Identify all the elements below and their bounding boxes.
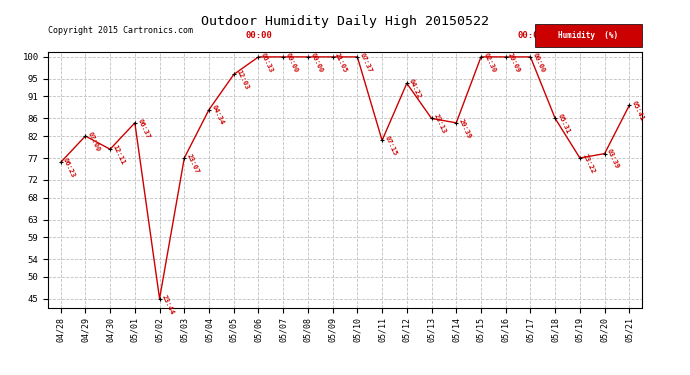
Text: 04:22: 04:22	[408, 78, 422, 100]
Text: 00:00: 00:00	[284, 52, 299, 74]
Text: 05:31: 05:31	[557, 113, 571, 135]
Text: 06:37: 06:37	[136, 117, 150, 140]
Text: 23:07: 23:07	[186, 153, 200, 174]
Text: 20:39: 20:39	[457, 117, 472, 140]
Text: 06:33: 06:33	[260, 52, 274, 74]
Text: 07:00: 07:00	[87, 131, 101, 153]
Text: 05:41: 05:41	[631, 100, 645, 122]
Text: 00:00: 00:00	[532, 52, 546, 74]
Text: Humidity  (%): Humidity (%)	[558, 32, 618, 40]
FancyBboxPatch shape	[535, 24, 642, 47]
Text: 12:11: 12:11	[112, 144, 126, 166]
Text: 21:05: 21:05	[334, 52, 348, 74]
Text: 00:00: 00:00	[245, 31, 272, 40]
Text: 23:13: 23:13	[433, 113, 447, 135]
Text: 02:30: 02:30	[482, 52, 497, 74]
Text: 23:22: 23:22	[581, 153, 595, 174]
Text: 12:03: 12:03	[235, 69, 250, 91]
Text: 07:15: 07:15	[384, 135, 398, 157]
Text: 06:23: 06:23	[62, 157, 77, 179]
Text: 03:39: 03:39	[606, 148, 620, 170]
Text: 00:00: 00:00	[517, 31, 544, 40]
Text: 20:09: 20:09	[507, 52, 522, 74]
Text: Outdoor Humidity Daily High 20150522: Outdoor Humidity Daily High 20150522	[201, 15, 489, 28]
Text: 23:44: 23:44	[161, 293, 175, 315]
Text: 00:00: 00:00	[309, 52, 324, 74]
Text: 04:34: 04:34	[210, 104, 225, 126]
Text: Copyright 2015 Cartronics.com: Copyright 2015 Cartronics.com	[48, 26, 193, 34]
Text: 07:37: 07:37	[359, 52, 373, 74]
